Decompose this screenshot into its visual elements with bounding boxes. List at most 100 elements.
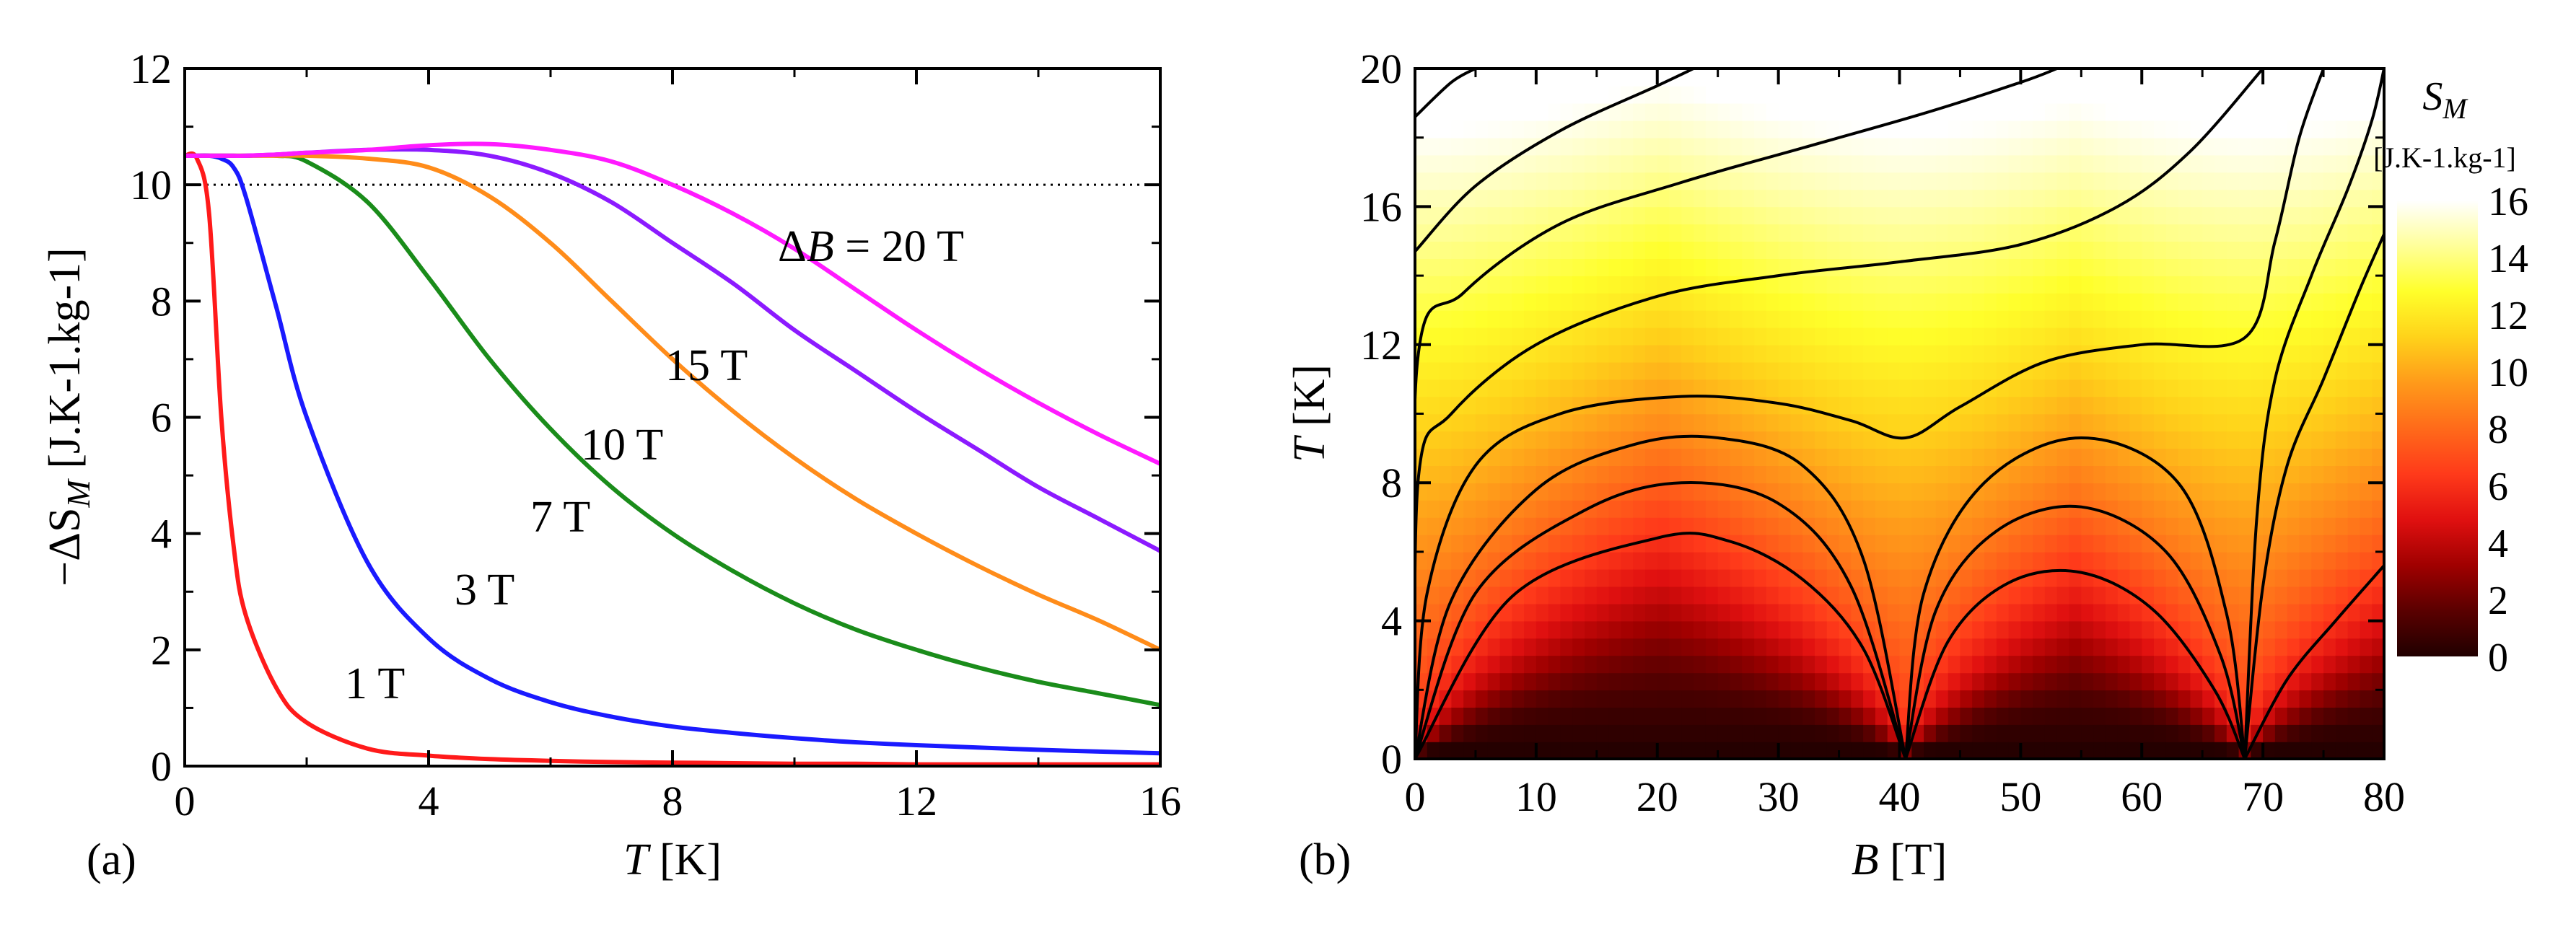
heatmap-cell xyxy=(2263,172,2276,190)
heatmap-cell xyxy=(1863,517,1876,535)
heatmap-cell xyxy=(1911,742,1924,759)
heatmap-cell xyxy=(1451,293,1464,311)
heatmap-cell xyxy=(2081,361,2094,380)
heatmap-cell xyxy=(1415,137,1428,156)
heatmap-cell xyxy=(1463,361,1476,380)
heatmap-cell xyxy=(2129,638,2143,656)
heatmap-cell xyxy=(1475,206,1489,225)
heatmap-cell xyxy=(2274,638,2288,656)
heatmap-cell xyxy=(2154,309,2167,328)
heatmap-cell xyxy=(1802,586,1815,605)
heatmap-cell xyxy=(2274,69,2288,87)
heatmap-cell xyxy=(2165,483,2179,501)
heatmap-cell xyxy=(2323,102,2336,121)
heatmap-cell xyxy=(2299,327,2313,346)
heatmap-cell xyxy=(2238,517,2252,535)
heatmap-cell xyxy=(1499,189,1513,208)
heatmap-cell xyxy=(1645,102,1658,121)
heatmap-cell xyxy=(1766,241,1779,259)
heatmap-cell xyxy=(2287,379,2300,397)
heatmap-cell xyxy=(1742,85,1755,104)
heatmap-cell xyxy=(1935,568,1949,587)
heatmap-cell xyxy=(1633,172,1646,190)
heatmap-cell xyxy=(1899,413,1913,432)
heatmap-cell xyxy=(2190,690,2203,708)
heatmap-cell xyxy=(2202,276,2215,294)
heatmap-cell xyxy=(1415,396,1428,415)
heatmap-cell xyxy=(2044,535,2058,553)
heatmap-cell xyxy=(2044,309,2058,328)
heatmap-cell xyxy=(1754,224,1767,242)
heatmap-cell xyxy=(2226,483,2240,501)
heatmap-cell xyxy=(2263,154,2276,173)
heatmap-cell xyxy=(1535,724,1549,742)
heatmap-cell xyxy=(1548,655,1561,674)
heatmap-cell xyxy=(2372,154,2384,173)
heatmap-cell xyxy=(1415,517,1428,535)
heatmap-cell xyxy=(2335,535,2349,553)
y-tick-label-a: 0 xyxy=(151,743,172,790)
heatmap-cell xyxy=(1778,120,1792,139)
heatmap-cell xyxy=(2105,535,2119,553)
heatmap-cell xyxy=(1948,742,1961,759)
heatmap-cell xyxy=(2044,483,2058,501)
heatmap-cell xyxy=(1815,224,1828,242)
heatmap-cell xyxy=(2190,189,2203,208)
heatmap-cell xyxy=(1560,431,1573,449)
heatmap-cell xyxy=(1427,276,1440,294)
heatmap-cell xyxy=(1742,120,1755,139)
heatmap-cell xyxy=(1499,448,1513,466)
heatmap-cell xyxy=(2056,241,2070,259)
heatmap-cell xyxy=(1839,327,1852,346)
heatmap-cell xyxy=(2274,379,2288,397)
heatmap-cell xyxy=(1560,309,1573,328)
heatmap-cell xyxy=(2008,172,2022,190)
heatmap-cell xyxy=(1427,361,1440,380)
heatmap-cell xyxy=(2311,102,2324,121)
heatmap-cell xyxy=(2251,102,2264,121)
heatmap-cell xyxy=(1524,154,1537,173)
heatmap-cell xyxy=(1960,672,1973,691)
heatmap-cell xyxy=(1935,672,1949,691)
heatmap-cell xyxy=(1451,707,1464,725)
heatmap-cell xyxy=(2299,258,2313,276)
heatmap-cell xyxy=(2093,327,2106,346)
heatmap-cell xyxy=(1717,344,1731,363)
heatmap-cell xyxy=(2226,276,2240,294)
heatmap-cell xyxy=(1463,655,1476,674)
heatmap-cell xyxy=(1451,344,1464,363)
heatmap-cell xyxy=(1996,241,2010,259)
heatmap-cell xyxy=(1705,500,1719,518)
heatmap-cell xyxy=(1742,309,1755,328)
heatmap-cell xyxy=(1948,137,1961,156)
heatmap-cell xyxy=(1645,638,1658,656)
heatmap-cell xyxy=(2372,189,2384,208)
heatmap-cell xyxy=(1572,69,1585,87)
heatmap-cell xyxy=(1451,724,1464,742)
heatmap-cell xyxy=(1439,448,1453,466)
heatmap-cell xyxy=(2142,568,2155,587)
heatmap-cell xyxy=(2165,535,2179,553)
heatmap-cell xyxy=(1596,276,1610,294)
heatmap-cell xyxy=(2226,535,2240,553)
heatmap-cell xyxy=(1839,672,1852,691)
heatmap-cell xyxy=(1657,276,1670,294)
heatmap-cell xyxy=(1705,551,1719,570)
heatmap-cell xyxy=(2287,620,2300,639)
heatmap-cell xyxy=(1802,690,1815,708)
heatmap-cell xyxy=(2299,189,2313,208)
heatmap-cell xyxy=(2178,224,2191,242)
heatmap-cell xyxy=(1669,413,1683,432)
heatmap-cell xyxy=(1572,241,1585,259)
colorbar-tick-label: 4 xyxy=(2488,522,2508,566)
heatmap-cell xyxy=(1524,724,1537,742)
heatmap-cell xyxy=(2154,69,2167,87)
heatmap-cell xyxy=(2117,361,2131,380)
heatmap-cell xyxy=(2372,137,2384,156)
heatmap-cell xyxy=(2081,241,2094,259)
heatmap-cell xyxy=(2347,551,2361,570)
heatmap-cell xyxy=(1887,276,1901,294)
heatmap-cell xyxy=(2372,276,2384,294)
heatmap-cell xyxy=(1694,241,1707,259)
heatmap-cell xyxy=(1572,655,1585,674)
